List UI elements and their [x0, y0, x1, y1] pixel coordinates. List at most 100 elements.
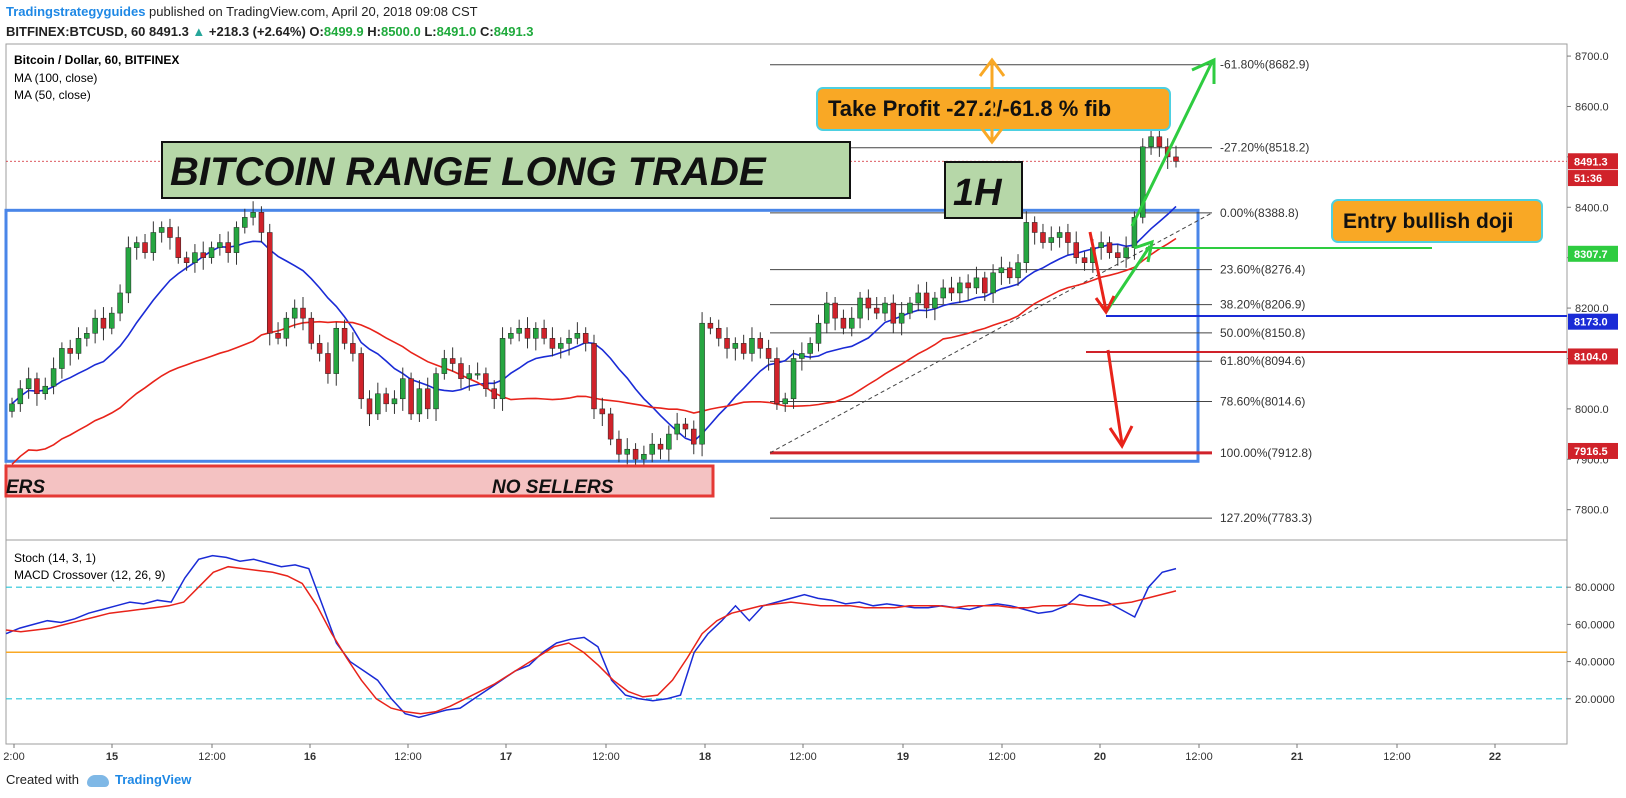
candle-body [200, 252, 206, 258]
candle-body [225, 242, 231, 253]
osc-series-line [5, 565, 1177, 715]
candle-body [898, 312, 905, 324]
candle-body [233, 227, 240, 253]
candle-body [217, 242, 223, 248]
candle-body [666, 433, 672, 450]
candle-body [1081, 257, 1088, 263]
candle-body [607, 413, 614, 440]
change-arrow-icon: ▲ [192, 24, 206, 39]
candle-body [566, 338, 572, 344]
legend-macd: MACD Crossover (12, 26, 9) [14, 568, 165, 582]
published-text: published on TradingView.com, April 20, … [149, 4, 478, 19]
candle-body [799, 353, 805, 359]
stop-red-arrow-head [1108, 425, 1134, 449]
candle-body [142, 242, 148, 253]
candle-body [1015, 262, 1021, 279]
candle-body [258, 212, 265, 233]
time-tick-label: 12:00 [592, 751, 620, 763]
price-tag-box [1568, 313, 1618, 330]
candle-body [998, 267, 1005, 274]
fib-level-label: 78.60%(8014.6) [1220, 395, 1305, 409]
time-tick-label: 12:00 [988, 751, 1016, 763]
candle-body [291, 307, 298, 319]
candle-body [641, 453, 647, 460]
candle-body [807, 343, 813, 354]
candle-body [375, 393, 381, 415]
candle-body [707, 322, 714, 329]
candle-body [25, 378, 32, 389]
author-link[interactable]: Tradingstrategyguides [6, 4, 146, 19]
time-tick-label: 19 [897, 751, 909, 763]
candle-body [774, 358, 780, 405]
candle-body [1173, 156, 1179, 162]
candle-body [724, 338, 730, 349]
candle-body [915, 292, 922, 304]
range-layer [4, 208, 1200, 463]
price-tag-label: 8491.3 [1574, 156, 1608, 168]
take-profit-arrow-heads [978, 57, 1006, 145]
candle-body [424, 388, 431, 410]
candle-body [192, 252, 198, 263]
fib-layer: -61.80%(8682.9) -27.20%(8518.2) 0.00%(8388… [769, 58, 1312, 525]
candle-body [591, 343, 597, 410]
created-with: Created with [6, 772, 79, 787]
high-label: H: [367, 24, 381, 39]
candle-body [982, 277, 988, 294]
target-green-arrow [1130, 61, 1214, 227]
time-axis: 2:00 15 12:00 16 12:00 17 12:00 18 12:00 19 12:00 2… [3, 744, 1501, 763]
candle-body [1023, 222, 1030, 263]
annotation-arrows [978, 57, 1567, 449]
price-tick-label: 7800.0 [1575, 505, 1609, 517]
candle-body [416, 388, 423, 415]
low-label: L: [424, 24, 437, 39]
stop-red-arrow [1106, 349, 1124, 445]
fib-level-label: 0.00%(8388.8) [1220, 206, 1299, 220]
fib-level-label: 38.20%(8206.9) [1220, 298, 1305, 312]
legend-stoch: Stoch (14, 3, 1) [14, 551, 96, 565]
candle-body [449, 358, 456, 364]
candle-body [75, 338, 82, 354]
fib-level-label: 61.80%(8094.6) [1220, 354, 1305, 368]
candle-body [117, 292, 123, 314]
candle-body [474, 373, 481, 376]
candle-body [383, 393, 389, 405]
price-tag-label: 8104.0 [1574, 351, 1608, 363]
time-tick-label: 17 [500, 751, 512, 763]
candle-body [699, 322, 705, 445]
candle-body [857, 297, 863, 319]
legend-ma50: MA (50, close) [14, 88, 91, 102]
candle-body [932, 297, 938, 309]
candle-body [458, 363, 464, 379]
candle-body [624, 448, 631, 455]
candle-body [940, 287, 946, 299]
title-box [161, 141, 851, 199]
candle-body [109, 312, 115, 329]
candle-body [782, 398, 788, 405]
candle-body [674, 423, 680, 435]
open-value: 8499.9 [323, 24, 364, 39]
tradingview-cloud-icon [86, 774, 109, 787]
price-tag-box [1568, 442, 1618, 459]
candle-body [1031, 222, 1038, 233]
candle-body [848, 317, 855, 329]
candle-body [158, 227, 165, 233]
candle-body [1056, 232, 1063, 238]
candle-body [400, 378, 406, 400]
candle-body [574, 333, 581, 339]
tradingview-link[interactable]: TradingView [114, 772, 192, 787]
candle-body [183, 257, 190, 263]
time-tick-label: 18 [699, 751, 711, 763]
price-tag-label: 7916.5 [1574, 446, 1608, 458]
timeframe-box [944, 161, 1023, 219]
candle-body [408, 378, 414, 415]
candle-body [341, 327, 348, 344]
candle-body [283, 317, 290, 339]
time-tick-label: 12:00 [198, 751, 226, 763]
target-green-arrow-head [1191, 57, 1216, 84]
candle-body [649, 443, 655, 455]
candle-body [50, 368, 57, 387]
candle-body [441, 358, 448, 374]
candle-body [957, 282, 963, 294]
price-tick-label: 8600.0 [1575, 101, 1609, 113]
